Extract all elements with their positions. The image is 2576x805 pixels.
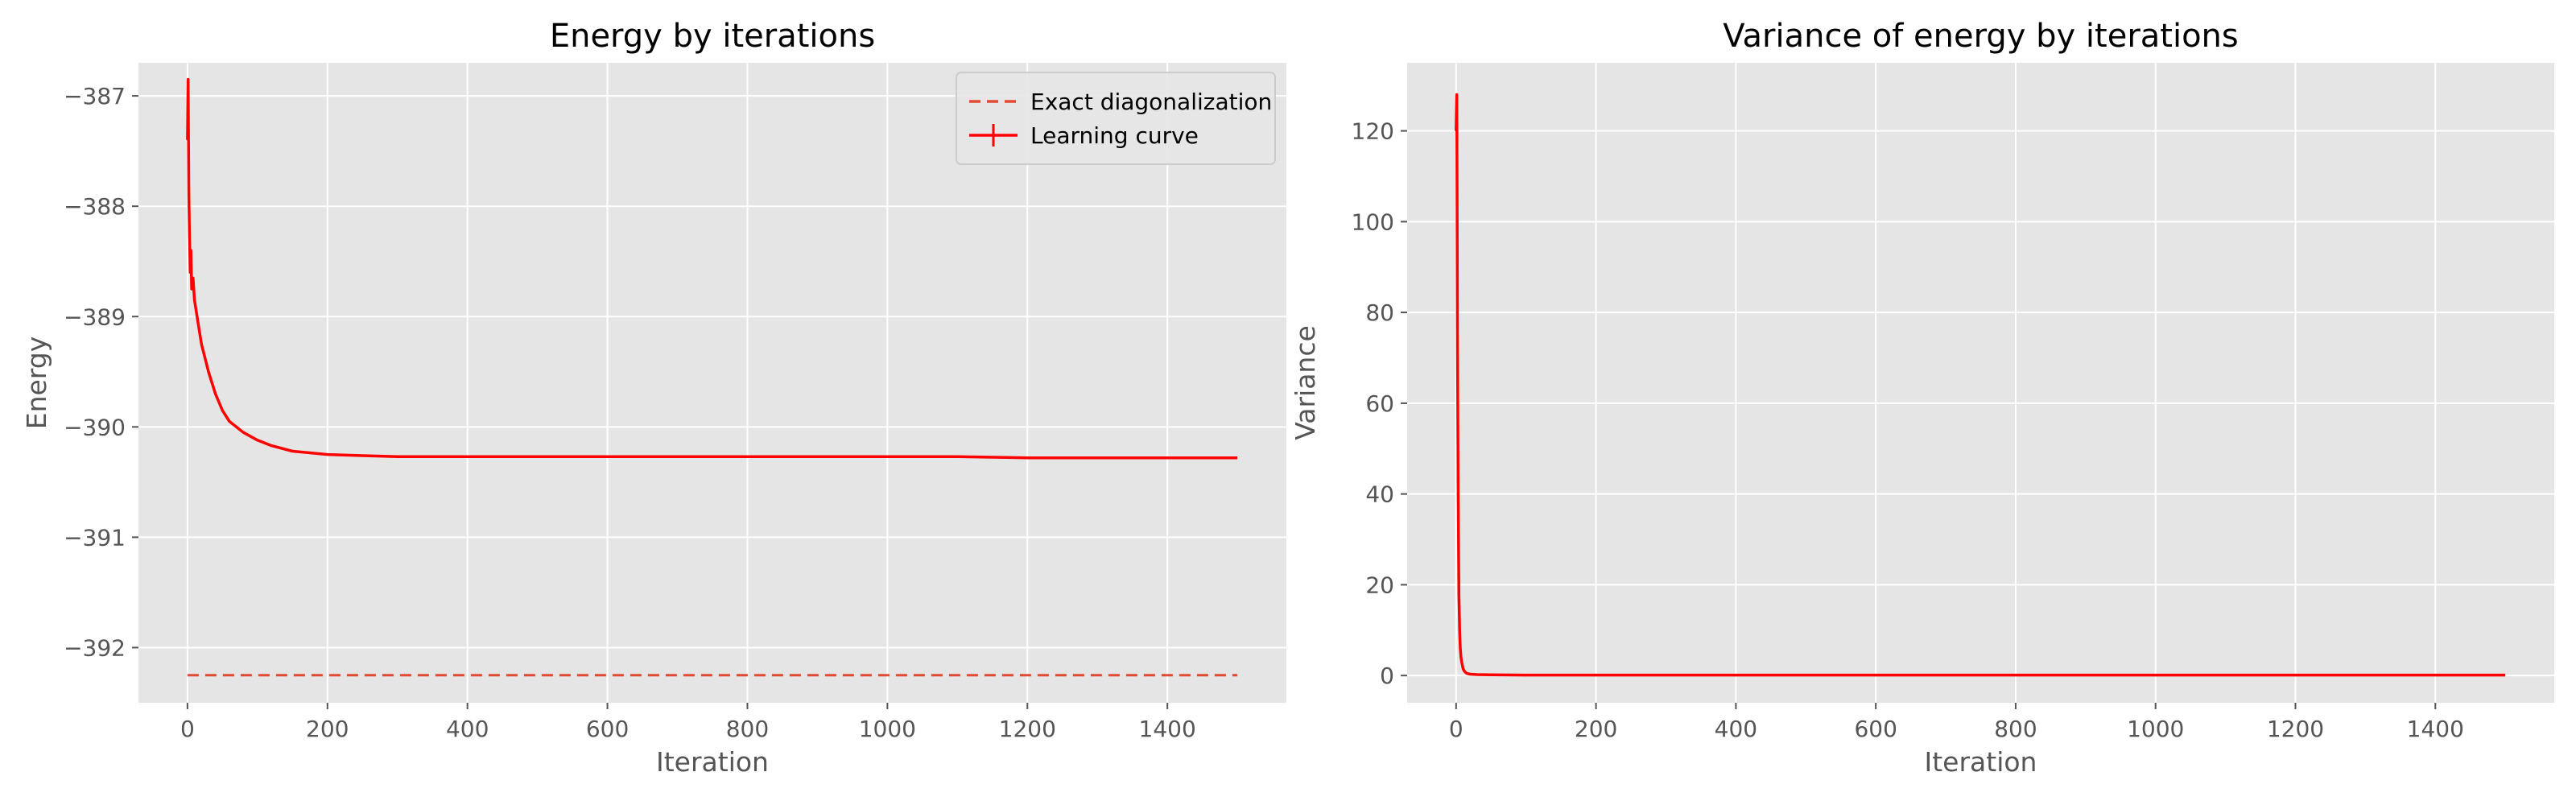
y-tick-label: −390 [64,414,126,440]
x-tick-label: 1200 [999,716,1056,742]
x-tick-label: 0 [180,716,195,742]
x-tick-label: 200 [306,716,349,742]
x-tick-label: 600 [1854,716,1897,742]
y-tick-label: −387 [64,83,126,109]
y-tick-label: 100 [1352,208,1394,235]
y-tick-label: −391 [64,524,126,551]
chart-title: Energy by iterations [550,18,875,55]
plot-area [138,63,1286,703]
plot-area [1407,63,2554,703]
x-tick-label: 800 [1994,716,2037,742]
x-tick-label: 800 [726,716,769,742]
x-tick-label: 600 [586,716,629,742]
legend-box [956,72,1276,165]
chart-title: Variance of energy by iterations [1723,18,2238,55]
legend-entry: Learning curve [1030,122,1199,149]
x-tick-label: 1200 [2267,716,2324,742]
x-tick-label: 400 [446,716,489,742]
chart-1: 0 200 400 600 800 1000 1200 1400 −392 −391 −390 −38… [21,18,1286,778]
y-tick-label: −389 [64,303,126,330]
x-axis-label: Iteration [656,746,769,778]
legend-entry: Exact diagonalization [1030,89,1272,115]
x-tick-label: 1400 [2407,716,2464,742]
x-tick-label: 0 [1449,716,1463,742]
series-line-2 [186,77,1238,460]
y-tick-label: −392 [64,634,126,661]
y-axis-label: Variance [1290,325,1321,440]
y-tick-label: 60 [1365,390,1394,417]
chart-2: 0 200 400 600 800 1000 1200 1400 0 20 40 60 80 100 120… [1290,18,2554,778]
y-tick-label: −388 [64,193,126,220]
x-tick-label: 200 [1575,716,1617,742]
legend: Exact diagonalization Learning curve [956,72,1276,165]
y-axis-label: Energy [21,336,52,430]
x-tick-label: 1000 [859,716,916,742]
y-tick-label: 120 [1352,118,1394,145]
y-tick-label: 0 [1380,663,1394,689]
x-tick-label: 400 [1715,716,1757,742]
series-line-1 [1455,93,2506,677]
x-tick-label: 1000 [2127,716,2184,742]
x-axis-label: Iteration [1925,746,2037,778]
y-tick-label: 80 [1365,299,1394,326]
y-tick-label: 40 [1365,481,1394,508]
x-tick-label: 1400 [1139,716,1196,742]
y-tick-label: 20 [1365,572,1394,598]
